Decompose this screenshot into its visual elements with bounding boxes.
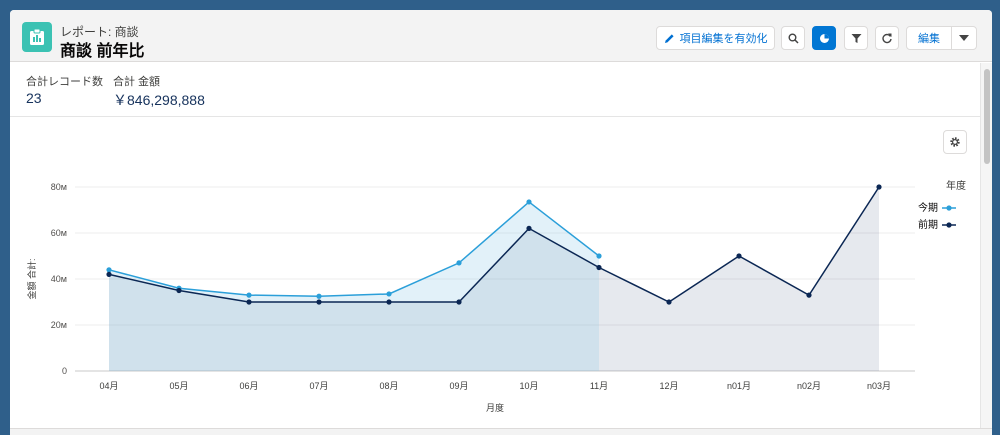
data-point [526, 225, 532, 231]
data-point [106, 267, 112, 273]
report-header: レポート: 商談 商談 前年比 項目編集を有効化 [10, 10, 992, 62]
data-point [456, 260, 462, 266]
x-tick-label: 08月 [379, 381, 398, 391]
y-axis-label: 金額 合計: [26, 258, 37, 299]
more-actions-button[interactable] [951, 26, 977, 50]
data-point [316, 299, 322, 305]
data-point [596, 253, 602, 259]
refresh-icon [882, 33, 892, 44]
x-tick-label: n01月 [727, 381, 751, 391]
chart-svg: 0 20м 40м 60м 80м 04月 05月 06月 07月 08月 09月 10月 11月 12月… [26, 179, 966, 413]
filter-button[interactable] [844, 26, 868, 50]
data-point [596, 264, 602, 271]
y-tick-label: 20м [51, 320, 67, 330]
search-button[interactable] [781, 26, 805, 50]
data-point [246, 299, 252, 305]
x-tick-label: 05月 [169, 381, 188, 391]
data-point [176, 287, 182, 294]
data-point [806, 292, 812, 298]
data-point [526, 199, 532, 205]
x-tick-label: 12月 [659, 381, 678, 391]
x-tick-label: 11月 [590, 381, 608, 391]
series-area [109, 201, 599, 371]
x-tick-label: 04月 [99, 381, 118, 391]
legend-label: 前期 [918, 218, 938, 231]
report-card: レポート: 商談 商談 前年比 項目編集を有効化 [10, 10, 992, 435]
x-tick-label: 06月 [239, 381, 258, 391]
x-tick-label: 10月 [519, 381, 538, 391]
amount-total-value: ￥846,298,888 [113, 92, 205, 108]
edit-button[interactable]: 編集 [906, 26, 952, 50]
data-point [456, 299, 462, 305]
data-point [736, 253, 742, 259]
amount-total-label: 合計 金額 [113, 76, 161, 88]
enable-field-edit-label: 項目編集を有効化 [679, 33, 768, 45]
x-tick-label: 07月 [309, 381, 328, 391]
data-point [106, 271, 112, 277]
toggle-chart-button[interactable] [812, 26, 836, 50]
y-tick-label: 80м [51, 182, 67, 192]
scrollbar[interactable] [980, 63, 992, 435]
table-header-strip [10, 428, 992, 435]
series-line [108, 186, 880, 303]
series-area [109, 187, 879, 371]
chevron-down-icon [959, 35, 969, 41]
chart-settings-button[interactable] [943, 130, 967, 154]
data-point [386, 291, 392, 297]
x-tick-label: n02月 [797, 381, 821, 391]
report-icon [22, 22, 52, 52]
data-point [876, 184, 882, 190]
gear-icon [950, 137, 960, 147]
pie-chart-icon [819, 33, 829, 43]
legend-title: 年度 [946, 179, 966, 192]
record-count-label: 合計レコード数 [26, 76, 103, 88]
data-point [666, 299, 672, 305]
legend-swatch-dot [946, 222, 952, 228]
y-tick-label: 40м [51, 274, 67, 284]
scrollbar-thumb[interactable] [984, 69, 990, 164]
summary-bar: 合計レコード数 23 合計 金額 ￥846,298,888 [10, 62, 992, 117]
data-point [316, 293, 322, 299]
x-axis-label: 月度 [486, 402, 504, 413]
x-tick-label: n03月 [867, 381, 891, 391]
filter-icon [851, 33, 861, 43]
y-tick-label: 0 [62, 366, 67, 376]
pencil-icon [664, 33, 674, 43]
record-count-value: 23 [26, 90, 42, 106]
data-point [246, 292, 252, 298]
report-type-label: レポート: 商談 [60, 25, 139, 39]
legend-label: 今期 [918, 201, 938, 214]
page-title: 商談 前年比 [60, 43, 145, 60]
search-icon [788, 33, 799, 44]
y-tick-label: 60м [51, 228, 67, 238]
data-point [386, 299, 392, 305]
refresh-button[interactable] [875, 26, 899, 50]
enable-field-edit-button[interactable]: 項目編集を有効化 [656, 26, 775, 50]
legend-swatch-dot [946, 205, 952, 211]
x-tick-label: 09月 [449, 381, 468, 391]
series-line [108, 200, 600, 298]
